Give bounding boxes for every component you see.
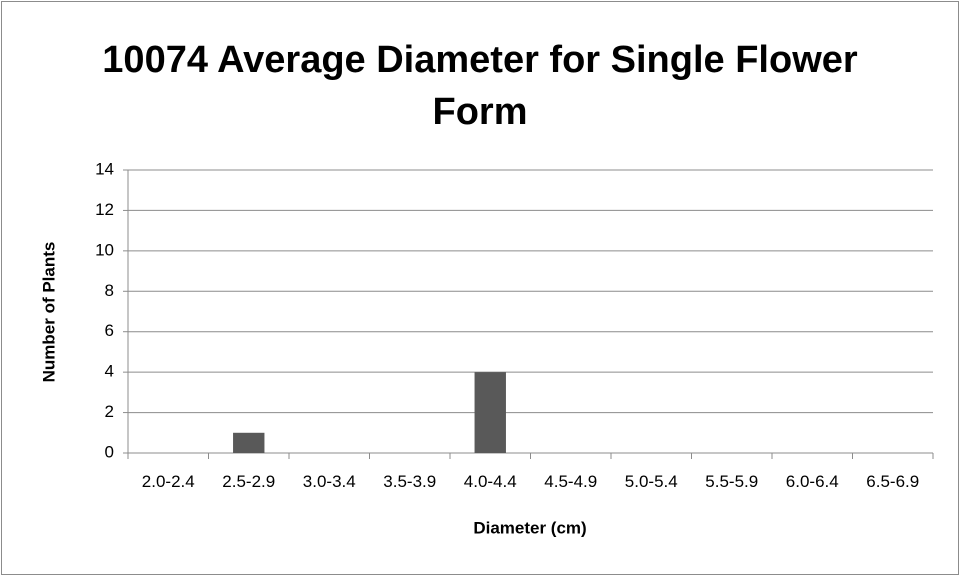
x-tick-label: 6.5-6.9 xyxy=(866,472,919,491)
x-tick-label: 2.5-2.9 xyxy=(222,472,275,491)
x-tick-label: 4.5-4.9 xyxy=(544,472,597,491)
chart-title: 10074 Average Diameter for Single Flower… xyxy=(102,39,858,133)
x-tick-label: 5.0-5.4 xyxy=(625,472,678,491)
y-tick-label: 10 xyxy=(95,240,114,259)
x-tick-label: 4.0-4.4 xyxy=(464,472,517,491)
y-tick-label: 4 xyxy=(105,362,114,381)
bar xyxy=(474,372,506,453)
x-axis-title: Diameter (cm) xyxy=(473,518,586,537)
y-axis-title: Number of Plants xyxy=(39,242,58,383)
y-tick-label: 12 xyxy=(95,200,114,219)
y-tick-label: 6 xyxy=(105,321,114,340)
y-tick-label: 0 xyxy=(105,442,114,461)
x-tick-label: 6.0-6.4 xyxy=(786,472,839,491)
y-tick-label: 14 xyxy=(95,159,114,178)
y-tick-label: 2 xyxy=(105,402,114,421)
bar xyxy=(233,432,265,453)
x-tick-label: 3.0-3.4 xyxy=(303,472,356,491)
x-tick-label: 2.0-2.4 xyxy=(142,472,195,491)
y-tick-label: 8 xyxy=(105,281,114,300)
x-tick-label: 5.5-5.9 xyxy=(705,472,758,491)
x-tick-label: 3.5-3.9 xyxy=(383,472,436,491)
